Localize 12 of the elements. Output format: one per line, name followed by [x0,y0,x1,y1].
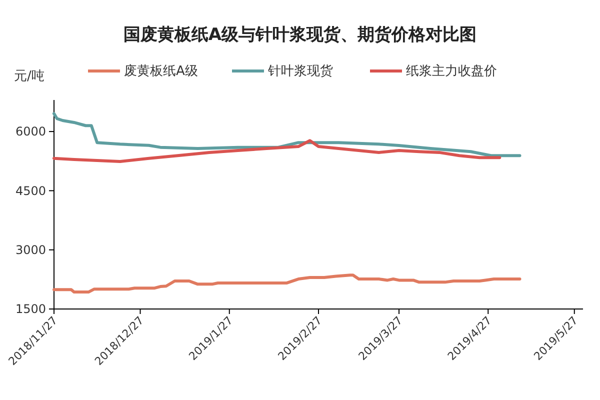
legend-label: 废黄板纸A级 [124,64,198,79]
y-tick-label: 3000 [15,243,46,258]
line-series [52,139,502,164]
y-tick-label: 4500 [15,184,46,198]
legend-label: 纸浆主力收盘价 [406,63,497,79]
y-axis-title: 元/吨 [14,69,44,84]
chart-title: 国废黄板纸A级与针叶浆现货、期货价格对比图 [123,25,477,45]
line-series [52,274,522,294]
y-tick-label: 6000 [15,124,46,139]
y-tick-label: 1500 [15,302,46,316]
legend-label: 针叶浆现货 [267,64,333,79]
line-series [52,112,522,158]
